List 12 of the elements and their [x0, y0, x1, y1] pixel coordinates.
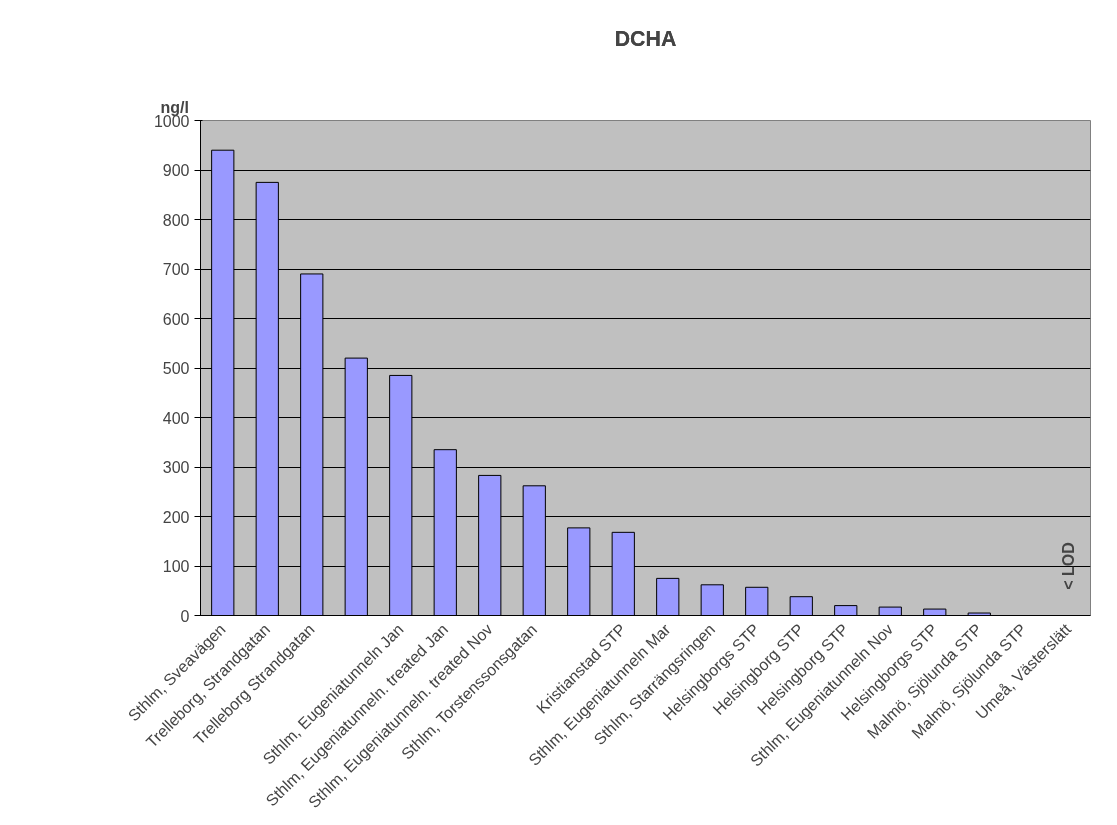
- y-tick-label: 400: [162, 409, 190, 427]
- y-tick-label: 100: [162, 558, 190, 575]
- y-tick-label: 700: [162, 261, 190, 278]
- y-tick-label: 900: [162, 162, 190, 179]
- y-tick-label: 500: [162, 360, 190, 377]
- y-tick-label: 800: [162, 211, 190, 229]
- y-tick-label: 600: [162, 310, 190, 328]
- y-tick-label: 300: [162, 459, 190, 476]
- y-tick-label: 0: [180, 607, 190, 625]
- annotation: < LOD: [1059, 542, 1077, 590]
- chart-title: DCHA: [614, 26, 677, 51]
- y-tick-label: 200: [162, 508, 190, 526]
